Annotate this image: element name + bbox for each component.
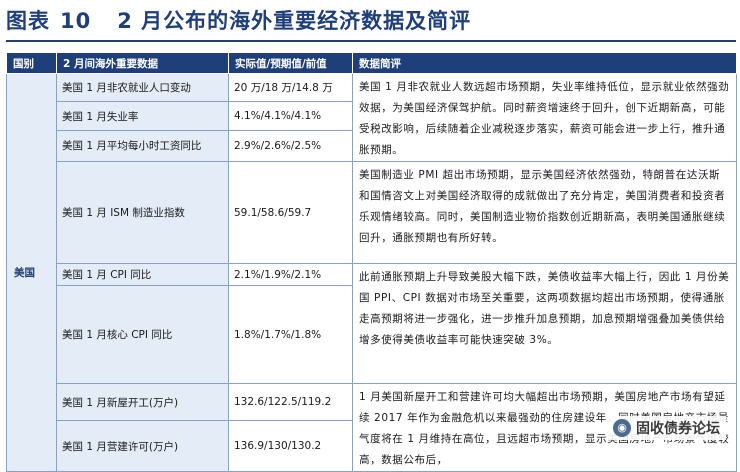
title-rule [6,40,736,42]
table-row: 美国 1 月 CPI 同比 2.1%/1.9%/2.1% 此前通胀预期上升导致美… [7,263,737,384]
indicator-cell: 美国 1 月失业率 [56,101,229,131]
table-row: 美国 1 月核心 CPI 同比 1.8%/1.7%/1.8% [7,285,737,384]
header-comment: 数据简评 [352,52,737,74]
figure-title: 图表 10 2 月公布的海外重要经济数据及简评 [6,6,471,36]
value-cell: 4.1%/4.1%/4.1% [228,101,353,131]
header-row: 国别 2 月间海外重要数据 实际值/预期值/前值 数据简评 [6,52,737,74]
figure-label: 图表 [6,9,50,33]
figure-number: 10 [60,9,92,33]
header-country: 国别 [6,52,57,74]
indicator-cell: 美国 1 月平均每小时工资同比 [56,129,229,163]
table-row: 美国 1 月 ISM 制造业指数 59.1/58.6/59.7 美国制造业 PM… [7,161,737,264]
header-value: 实际值/预期值/前值 [228,52,353,74]
table-row: 美国 1 月平均每小时工资同比 2.9%/2.6%/2.5% [7,129,737,163]
indicator-cell: 美国 1 月 CPI 同比 [56,263,229,286]
watermark-text: 固收债券论坛 [636,421,720,437]
country-cell: 美国 [6,73,57,472]
value-cell: 2.9%/2.6%/2.5% [228,129,353,163]
figure-title-text: 2 月公布的海外重要经济数据及简评 [117,9,472,33]
wechat-logo-icon: ◉ [613,419,631,437]
comment-cell: 美国制造业 PMI 超出市场预期，显示美国经济依然强劲，特朗普在达沃斯和国情咨文… [352,161,737,264]
value-cell: 136.9/130/130.2 [228,420,353,472]
value-cell: 2.1%/1.9%/2.1% [228,263,353,286]
table-row: 美国 美国 1 月非农就业人口变动 20 万/18 万/14.8 万 美国 1 … [6,72,737,472]
comment-cell: 此前通胀预期上升导致美股大幅下跌，美债收益率大幅上行，因此 1 月份美国 PPI… [352,263,737,384]
indicator-cell: 美国 1 月营建许可(万户) [56,420,229,472]
value-cell: 59.1/58.6/59.7 [228,161,353,264]
watermark: ◉ 固收债券论坛 [607,416,726,440]
table-row: 美国 1 月失业率 4.1%/4.1%/4.1% [7,101,737,131]
indicator-cell: 美国 1 月新屋开工(万户) [56,382,229,422]
value-cell: 1.8%/1.7%/1.8% [228,285,353,384]
indicator-cell: 美国 1 月核心 CPI 同比 [56,285,229,384]
value-cell: 20 万/18 万/14.8 万 [228,72,353,103]
comment-cell: 美国 1 月非农就业人数远超市场预期，失业率维持低位，显示就业依然强劲效据，为美… [352,73,737,162]
header-indicator: 2 月间海外重要数据 [56,52,229,74]
indicator-cell: 美国 1 月非农就业人口变动 [56,72,229,103]
indicator-cell: 美国 1 月 ISM 制造业指数 [56,161,229,264]
value-cell: 132.6/122.5/119.2 [228,382,353,422]
data-table: 国别 2 月间海外重要数据 实际值/预期值/前值 数据简评 美国 美国 1 月非… [6,52,737,472]
